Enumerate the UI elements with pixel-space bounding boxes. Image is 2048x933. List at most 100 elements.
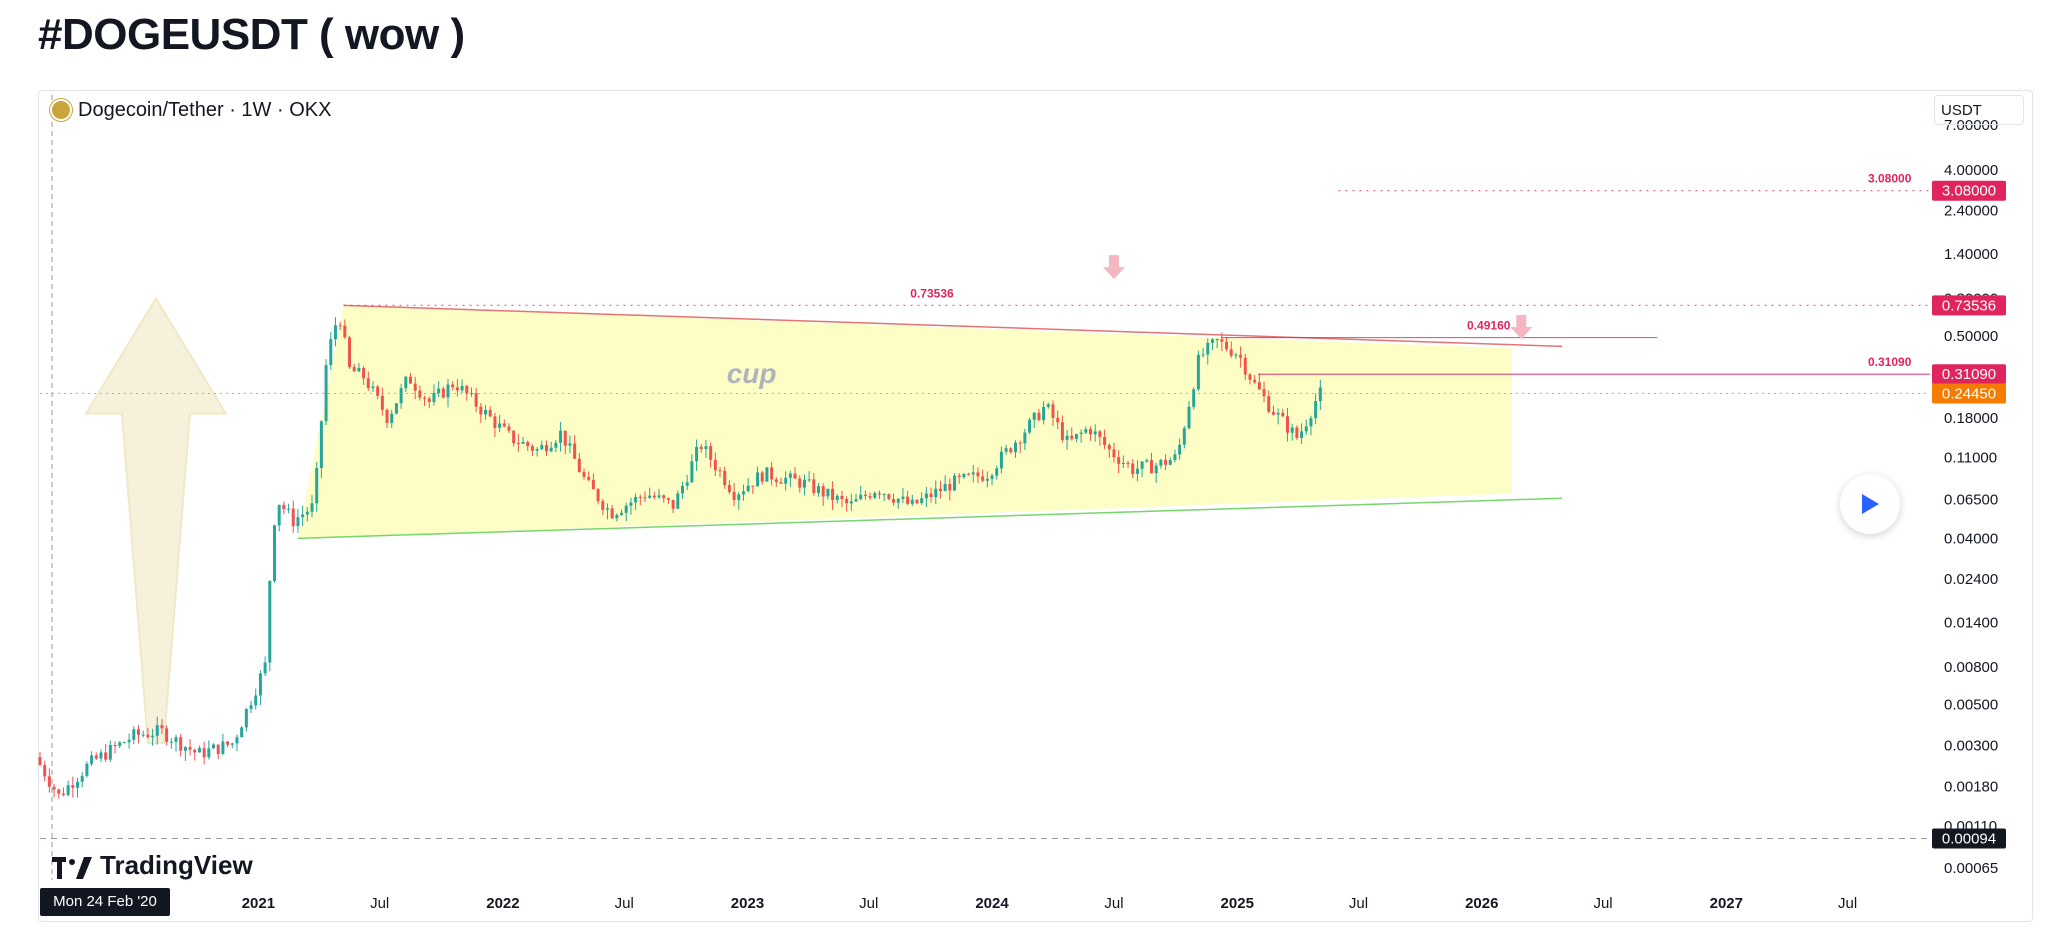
candle-body bbox=[1187, 406, 1191, 429]
candle-body bbox=[1210, 339, 1214, 343]
candle-body bbox=[723, 470, 727, 486]
candle-body bbox=[99, 752, 103, 759]
candle-body bbox=[446, 384, 450, 398]
candle-body bbox=[1131, 463, 1135, 474]
candle-body bbox=[648, 495, 652, 498]
candle-body bbox=[1135, 468, 1139, 474]
price-badge: 0.31090 bbox=[1942, 366, 1996, 383]
candle-body bbox=[666, 498, 670, 500]
candle-body bbox=[352, 366, 356, 372]
candle-body bbox=[366, 378, 370, 389]
candle-body bbox=[526, 441, 530, 447]
candle-body bbox=[1074, 433, 1078, 439]
play-button[interactable] bbox=[1840, 474, 1900, 534]
candle-body bbox=[1285, 416, 1289, 433]
candle-body bbox=[113, 745, 117, 747]
candle-body bbox=[920, 498, 924, 504]
candle-body bbox=[765, 467, 769, 482]
tradingview-logo-icon bbox=[52, 855, 92, 879]
candle-body bbox=[512, 430, 516, 444]
candle-body bbox=[1065, 435, 1069, 440]
candle-body bbox=[423, 397, 427, 399]
candle-body bbox=[127, 739, 131, 743]
candle-body bbox=[287, 508, 291, 510]
candle-body bbox=[1295, 427, 1299, 438]
candle-body bbox=[1304, 426, 1308, 432]
candle-body bbox=[216, 744, 220, 754]
candle-body bbox=[1276, 412, 1280, 415]
candle-body bbox=[474, 393, 478, 407]
tradingview-logo: TradingView bbox=[52, 850, 253, 881]
candle-body bbox=[573, 443, 577, 459]
candle-body bbox=[568, 443, 572, 446]
candle-body bbox=[263, 662, 267, 674]
symbol-header[interactable]: Dogecoin/Tether · 1W · OKX bbox=[50, 98, 331, 122]
price-badge-bg bbox=[1932, 295, 2006, 316]
candle-body bbox=[1168, 460, 1172, 465]
candle-body bbox=[333, 325, 337, 340]
candle-body bbox=[962, 473, 966, 478]
candle-body bbox=[479, 406, 483, 415]
candle-body bbox=[521, 441, 525, 444]
candle-body bbox=[849, 501, 853, 504]
candle-body bbox=[76, 781, 80, 788]
candle-body bbox=[671, 499, 675, 509]
candle-body bbox=[1121, 463, 1125, 465]
currency-selector[interactable]: USDT bbox=[1934, 95, 2024, 125]
candle-body bbox=[404, 376, 408, 389]
candle-body bbox=[188, 747, 192, 750]
candle-body bbox=[840, 495, 844, 500]
x-axis-tick-label: 2023 bbox=[731, 895, 764, 912]
candle-body bbox=[1023, 432, 1027, 444]
candle-body bbox=[985, 478, 989, 481]
candle-body bbox=[413, 383, 417, 391]
candle-body bbox=[629, 502, 633, 506]
candle-body bbox=[1084, 429, 1088, 433]
tradingview-logo-text: TradingView bbox=[100, 850, 253, 880]
candle-body bbox=[1201, 354, 1205, 356]
candle-body bbox=[662, 495, 666, 499]
candle-body bbox=[831, 488, 835, 501]
crosshair-date-badge: Mon 24 Feb '20 bbox=[40, 888, 170, 916]
candle-body bbox=[638, 496, 642, 498]
price-badge: 3.08000 bbox=[1942, 183, 1996, 200]
candle-body bbox=[788, 473, 792, 478]
candle-body bbox=[732, 491, 736, 501]
low-price-badge-bg bbox=[1932, 828, 2006, 849]
x-axis-tick-label: Jul bbox=[1838, 895, 1857, 912]
y-axis-tick-label: 0.00300 bbox=[1944, 738, 1998, 755]
candle-body bbox=[1018, 442, 1022, 444]
candle-body bbox=[1060, 422, 1064, 440]
chart-frame[interactable] bbox=[38, 90, 2033, 922]
symbol-text: Dogecoin/Tether · 1W · OKX bbox=[78, 98, 332, 121]
candle-body bbox=[934, 488, 938, 498]
candle-body bbox=[938, 488, 942, 492]
candle-body bbox=[296, 517, 300, 527]
y-axis-tick-label: 4.00000 bbox=[1944, 162, 1998, 179]
candle-body bbox=[380, 395, 384, 410]
candle-body bbox=[709, 446, 713, 460]
candle-body bbox=[1042, 406, 1046, 421]
candle-body bbox=[718, 470, 722, 472]
candle-body bbox=[230, 743, 234, 745]
candle-body bbox=[967, 473, 971, 475]
x-axis-tick-label: Jul bbox=[1349, 895, 1368, 912]
candle-body bbox=[507, 426, 511, 431]
candle-body bbox=[1093, 431, 1097, 435]
candle-body bbox=[1098, 431, 1102, 437]
y-axis-tick-label: 2.40000 bbox=[1944, 203, 1998, 220]
candle-body bbox=[52, 786, 56, 790]
candle-body bbox=[390, 413, 394, 423]
pattern-label: cup bbox=[727, 358, 777, 389]
y-axis-tick-label: 0.00065 bbox=[1944, 860, 1998, 877]
candle-body bbox=[1164, 459, 1168, 465]
current-price-badge: 0.24450 bbox=[1942, 385, 1996, 402]
x-axis-tick-label: Jul bbox=[1104, 895, 1123, 912]
candle-body bbox=[146, 734, 150, 738]
y-axis-tick-label: 0.04000 bbox=[1944, 530, 1998, 547]
candle-body bbox=[681, 485, 685, 494]
candle-body bbox=[535, 449, 539, 451]
candle-body bbox=[151, 735, 155, 738]
candle-body bbox=[1140, 461, 1144, 469]
